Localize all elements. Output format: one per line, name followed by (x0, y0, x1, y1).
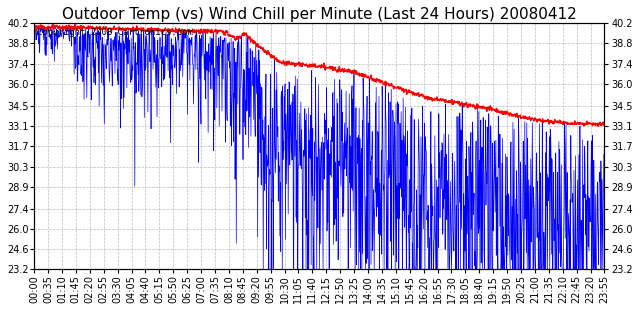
Title: Outdoor Temp (vs) Wind Chill per Minute (Last 24 Hours) 20080412: Outdoor Temp (vs) Wind Chill per Minute … (62, 7, 577, 22)
Text: Copyright 2008 Cartronics.com: Copyright 2008 Cartronics.com (37, 28, 193, 37)
